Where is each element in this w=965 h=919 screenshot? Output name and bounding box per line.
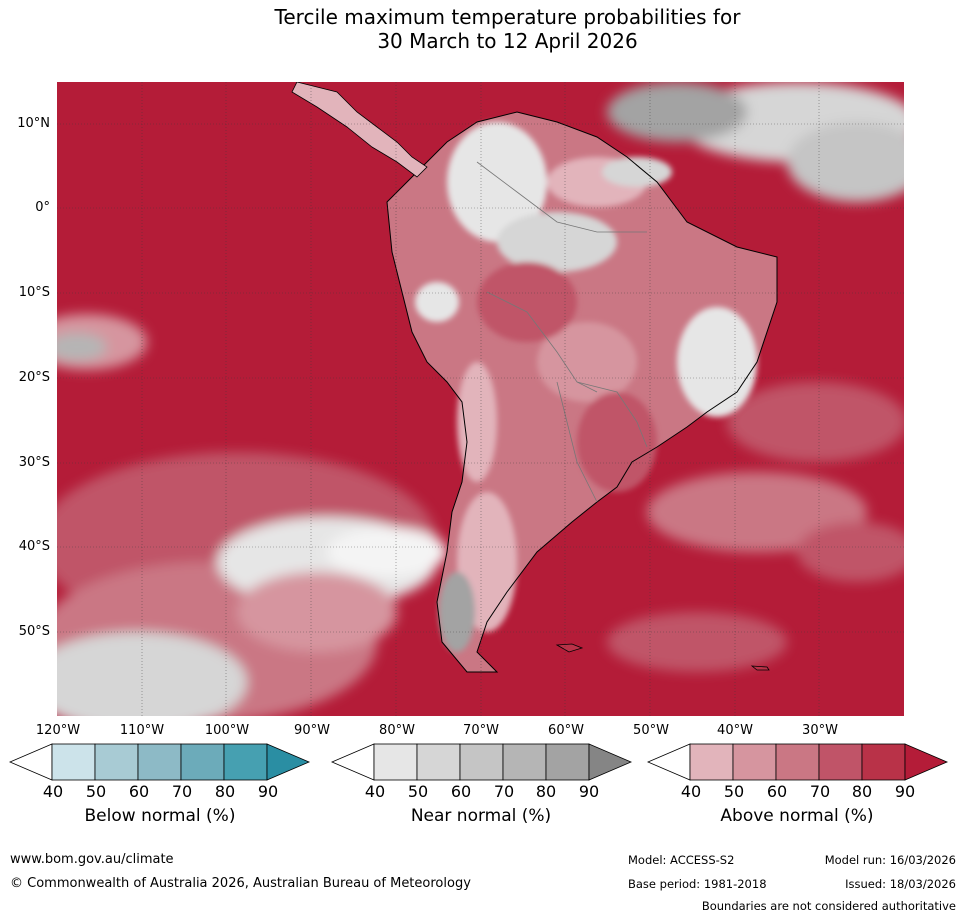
below-swatch-over	[266, 743, 311, 781]
lon-label-120w: 120°W	[35, 723, 81, 738]
below-swatch-3	[137, 743, 182, 781]
colorbar-near	[330, 743, 633, 781]
near-tick-70: 70	[493, 782, 515, 801]
above-swatch-over	[904, 743, 949, 781]
above-tick-80: 80	[851, 782, 873, 801]
lat-label-20s: 20°S	[18, 370, 50, 385]
above-swatch-4	[818, 743, 863, 781]
lon-label-40w: 40°W	[717, 723, 753, 738]
lon-label-100w: 100°W	[204, 723, 250, 738]
south-georgia	[750, 665, 770, 671]
above-swatch-2	[732, 743, 777, 781]
below-tick-50: 50	[85, 782, 107, 801]
lat-label-50s: 50°S	[18, 624, 50, 639]
near-tick-60: 60	[450, 782, 472, 801]
near-normal-label: Near normal (%)	[410, 806, 552, 826]
below-tick-90: 90	[257, 782, 279, 801]
above-swatch-5	[861, 743, 906, 781]
near-swatch-under	[330, 743, 375, 781]
footer-model-run: Model run: 16/03/2026	[824, 853, 956, 867]
above-swatch-under	[646, 743, 691, 781]
lat-label-40s: 40°S	[18, 539, 50, 554]
country-boundaries	[476, 161, 648, 503]
below-swatch-under	[8, 743, 53, 781]
above-tick-50: 50	[723, 782, 745, 801]
lon-label-50w: 50°W	[633, 723, 669, 738]
below-swatch-4	[180, 743, 225, 781]
lon-label-90w: 90°W	[294, 723, 330, 738]
lat-label-0: 0°	[35, 200, 50, 215]
graticule	[57, 82, 904, 716]
lon-label-70w: 70°W	[463, 723, 499, 738]
below-normal-label: Below normal (%)	[84, 806, 236, 826]
footer-issued: Issued: 18/03/2026	[845, 877, 956, 891]
footer-url: www.bom.gov.au/climate	[10, 852, 174, 867]
below-tick-70: 70	[171, 782, 193, 801]
lon-label-60w: 60°W	[548, 723, 584, 738]
land-shading	[415, 122, 757, 652]
footer-base-period: Base period: 1981-2018	[628, 877, 767, 891]
lon-label-110w: 110°W	[119, 723, 165, 738]
colorbar-below	[8, 743, 311, 781]
footer-copyright: © Commonwealth of Australia 2026, Austra…	[10, 876, 471, 891]
near-swatch-4	[502, 743, 547, 781]
near-tick-40: 40	[364, 782, 386, 801]
below-tick-40: 40	[42, 782, 64, 801]
forecast-map	[57, 82, 904, 716]
near-swatch-5	[545, 743, 590, 781]
above-normal-label: Above normal (%)	[720, 806, 874, 826]
map-title-line2: 30 March to 12 April 2026	[377, 29, 638, 53]
above-swatch-3	[775, 743, 820, 781]
lat-label-30s: 30°S	[18, 455, 50, 470]
near-tick-50: 50	[407, 782, 429, 801]
central-america-land	[291, 82, 428, 178]
near-swatch-2	[416, 743, 461, 781]
near-swatch-1	[373, 743, 418, 781]
near-swatch-3	[459, 743, 504, 781]
above-tick-60: 60	[766, 782, 788, 801]
above-tick-40: 40	[680, 782, 702, 801]
lat-label-10s: 10°S	[18, 285, 50, 300]
above-swatch-1	[689, 743, 734, 781]
below-swatch-5	[223, 743, 268, 781]
map-title-line1: Tercile maximum temperature probabilitie…	[274, 5, 741, 29]
footer-disclaimer: Boundaries are not considered authoritat…	[701, 899, 956, 913]
near-tick-90: 90	[578, 782, 600, 801]
colorbar-above	[646, 743, 949, 781]
above-tick-70: 70	[809, 782, 831, 801]
lon-label-30w: 30°W	[802, 723, 838, 738]
below-tick-60: 60	[128, 782, 150, 801]
below-swatch-1	[51, 743, 96, 781]
above-tick-90: 90	[894, 782, 916, 801]
colorbars	[8, 743, 949, 781]
lat-label-10n: 10°N	[17, 116, 50, 131]
below-swatch-2	[94, 743, 139, 781]
below-tick-80: 80	[214, 782, 236, 801]
footer-model: Model: ACCESS-S2	[628, 853, 735, 867]
near-tick-80: 80	[535, 782, 557, 801]
lon-label-80w: 80°W	[379, 723, 415, 738]
near-swatch-over	[588, 743, 633, 781]
